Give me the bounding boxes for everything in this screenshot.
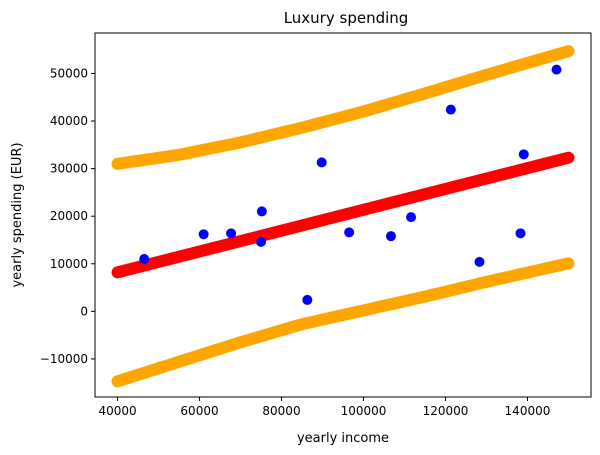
data-point [445,104,456,115]
data-point [385,231,396,242]
y-tick-label: 20000 [50,209,88,223]
x-tick-label: 100000 [341,404,387,418]
data-point [198,229,209,240]
y-tick-label: 40000 [50,114,88,128]
x-axis-label: yearly income [297,431,389,446]
x-tick-label: 140000 [505,404,551,418]
upper-band-series [111,45,575,170]
data-point [515,228,526,239]
lower-band-series [111,257,575,388]
data-point [551,64,562,75]
y-tick-label: 30000 [50,162,88,176]
data-point [302,294,313,305]
data-point [256,236,267,247]
data-point [518,149,529,160]
data-point [406,212,417,223]
data-point [316,157,327,168]
data-point [256,206,267,217]
y-tick-label: 10000 [50,257,88,271]
y-tick-label: 0 [80,304,88,318]
fit-line-series [111,151,575,279]
x-axis: 40000 60000 80000 100000 120000 140000 [98,397,550,418]
y-axis-label: yearly spending (EUR) [10,142,25,287]
chart-title: Luxury spending [284,9,409,27]
x-tick-label: 60000 [180,404,218,418]
data-point [474,256,485,267]
x-tick-label: 80000 [262,404,300,418]
x-tick-label: 120000 [423,404,469,418]
data-point [139,254,150,265]
plot-content [111,45,575,388]
y-tick-label: 50000 [50,66,88,80]
data-point [226,228,237,239]
plot-frame [94,32,592,398]
y-axis: −10000 0 10000 20000 30000 40000 50000 [40,66,95,366]
data-point [344,227,355,238]
y-tick-label: −10000 [40,352,88,366]
x-tick-label: 40000 [98,404,136,418]
